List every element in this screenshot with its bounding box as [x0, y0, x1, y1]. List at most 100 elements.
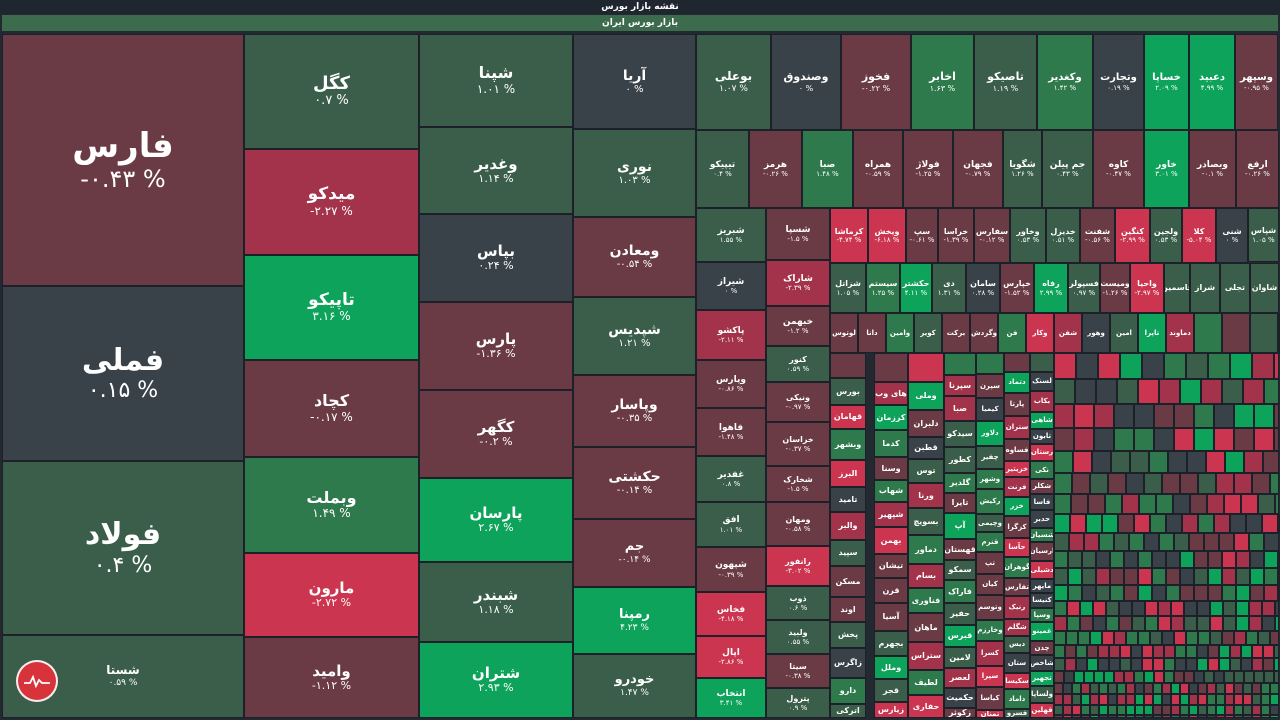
stock-tile-small[interactable] — [1075, 379, 1096, 404]
stock-tile-small[interactable] — [1162, 631, 1174, 645]
stock-tile[interactable]: تجلی — [1220, 263, 1250, 313]
stock-tile-small[interactable]: شکلر — [1030, 479, 1054, 494]
stock-tile[interactable]: کچاد -۰.۱۷ % — [244, 360, 419, 457]
stock-tile-small[interactable] — [1264, 585, 1278, 601]
stock-tile-small[interactable] — [1201, 379, 1222, 404]
stock-tile[interactable]: شراز — [1190, 263, 1220, 313]
stock-tile-small[interactable] — [1131, 645, 1142, 658]
stock-tile-small[interactable] — [1198, 514, 1214, 533]
stock-tile-small[interactable]: تایرا — [944, 493, 976, 513]
stock-tile[interactable]: وغدیر ۱.۱۴ % — [419, 127, 573, 214]
stock-tile-small[interactable] — [1194, 568, 1208, 585]
stock-tile[interactable]: خراسا -۱.۳۹ % — [938, 208, 974, 263]
stock-tile[interactable]: ومعادن -۰.۵۴ % — [573, 217, 696, 297]
stock-tile[interactable]: وپاسار -۰.۳۵ % — [573, 375, 696, 447]
stock-tile-small[interactable]: تابون — [1030, 429, 1054, 444]
stock-tile-small[interactable] — [1175, 645, 1186, 658]
stock-tile-small[interactable]: ولساپا — [1030, 686, 1054, 703]
stock-tile-small[interactable] — [1054, 353, 1076, 379]
stock-tile-small[interactable] — [1144, 473, 1162, 494]
stock-tile-small[interactable] — [1054, 671, 1064, 683]
stock-tile-small[interactable] — [1093, 601, 1106, 616]
stock-tile-small[interactable] — [1114, 428, 1134, 451]
stock-tile-small[interactable] — [1258, 631, 1270, 645]
stock-tile-small[interactable] — [1230, 514, 1246, 533]
stock-tile-small[interactable] — [1234, 715, 1243, 718]
stock-tile-small[interactable] — [1241, 645, 1252, 658]
stock-tile-small[interactable] — [1180, 585, 1194, 601]
stock-tile[interactable]: رانفور -۳.۰۲ % — [766, 546, 830, 586]
stock-tile-small[interactable]: سپرنا — [944, 375, 976, 396]
stock-tile[interactable]: فولاژ -۱.۲۵ % — [903, 130, 953, 208]
stock-tile-small[interactable] — [1098, 645, 1109, 658]
stock-tile-small[interactable] — [1180, 683, 1189, 694]
stock-tile-small[interactable] — [1208, 645, 1219, 658]
stock-tile-small[interactable]: امین — [1110, 313, 1138, 353]
stock-tile-small[interactable] — [1189, 705, 1198, 715]
stock-tile-small[interactable] — [1219, 645, 1230, 658]
stock-tile-small[interactable] — [1252, 694, 1261, 705]
stock-tile-small[interactable] — [1108, 715, 1117, 718]
stock-tile-small[interactable] — [1207, 705, 1216, 715]
stock-tile[interactable]: واحیا -۲.۹۷ % — [1130, 263, 1164, 313]
stock-tile-small[interactable] — [1111, 451, 1130, 473]
stock-tile-small[interactable] — [1126, 473, 1144, 494]
stock-tile[interactable]: ویخش -۶.۱۸ % — [868, 208, 906, 263]
stock-tile-small[interactable] — [1109, 658, 1120, 671]
stock-tile[interactable]: خاور ۳.۰۱ % — [1144, 130, 1189, 208]
stock-tile-small[interactable] — [1108, 694, 1117, 705]
stock-tile-small[interactable] — [1132, 616, 1145, 631]
stock-tile-small[interactable] — [1208, 658, 1219, 671]
stock-tile-small[interactable] — [1102, 631, 1114, 645]
stock-tile-small[interactable] — [1071, 494, 1088, 514]
stock-tile-small[interactable]: کزگرا — [1004, 516, 1030, 538]
stock-tile-small[interactable] — [1054, 533, 1069, 551]
stock-tile-small[interactable] — [1262, 601, 1275, 616]
stock-tile-small[interactable] — [1244, 451, 1263, 473]
stock-tile-small[interactable] — [1072, 683, 1081, 694]
stock-tile-small[interactable]: حدیر — [1030, 510, 1054, 528]
stock-tile-small[interactable] — [1214, 404, 1234, 428]
stock-tile-small[interactable] — [1070, 514, 1086, 533]
stock-tile-small[interactable] — [1250, 313, 1278, 353]
stock-tile-small[interactable] — [1120, 353, 1142, 379]
stock-tile-small[interactable] — [1054, 379, 1075, 404]
stock-tile-small[interactable] — [1067, 601, 1080, 616]
stock-tile-small[interactable] — [1263, 658, 1274, 671]
stock-tile-small[interactable] — [1194, 671, 1204, 683]
stock-tile[interactable]: دعبید ۴.۹۹ % — [1189, 34, 1235, 130]
stock-tile-small[interactable]: تفارس — [1004, 578, 1030, 596]
stock-tile-small[interactable]: فاسا — [1030, 494, 1054, 510]
stock-tile-small[interactable] — [1249, 601, 1262, 616]
stock-tile-small[interactable] — [1166, 551, 1180, 568]
stock-tile-small[interactable] — [1270, 473, 1279, 494]
stock-tile-small[interactable] — [1225, 715, 1234, 718]
stock-tile[interactable]: سیتا -۰.۳۸ % — [766, 654, 830, 688]
stock-tile-small[interactable] — [1072, 473, 1090, 494]
stock-tile-small[interactable] — [1154, 428, 1174, 451]
stock-tile[interactable]: نوری ۱.۰۳ % — [573, 129, 696, 217]
stock-tile-small[interactable] — [1094, 404, 1114, 428]
stock-tile-small[interactable] — [1189, 533, 1204, 551]
stock-tile[interactable]: مارون -۲.۷۲ % — [244, 553, 419, 637]
stock-tile-small[interactable]: کیاسا — [976, 687, 1004, 710]
stock-tile-small[interactable] — [1206, 451, 1225, 473]
stock-tile-small[interactable]: غمینو — [1030, 622, 1054, 641]
stock-tile-small[interactable] — [1180, 705, 1189, 715]
stock-tile-small[interactable] — [1054, 568, 1068, 585]
stock-tile-small[interactable] — [1270, 694, 1279, 705]
stock-tile-small[interactable]: دشیلی — [1030, 561, 1054, 579]
stock-tile-small[interactable]: فاراک — [944, 580, 976, 603]
stock-tile[interactable]: وبملت ۱.۴۹ % — [244, 457, 419, 553]
stock-tile-small[interactable] — [1153, 715, 1162, 718]
stock-tile-small[interactable] — [1252, 658, 1263, 671]
stock-tile-small[interactable]: دلبران — [908, 410, 944, 437]
stock-tile-small[interactable] — [1249, 533, 1264, 551]
stock-tile-small[interactable] — [1054, 694, 1063, 705]
stock-tile-small[interactable] — [1174, 533, 1189, 551]
stock-tile-small[interactable] — [1243, 705, 1252, 715]
stock-tile[interactable]: وبصادر -۰.۱ % — [1189, 130, 1236, 208]
stock-tile-small[interactable] — [1214, 428, 1234, 451]
stock-tile-small[interactable] — [1171, 683, 1180, 694]
stock-tile[interactable]: پترول ۰.۹ % — [766, 688, 830, 718]
